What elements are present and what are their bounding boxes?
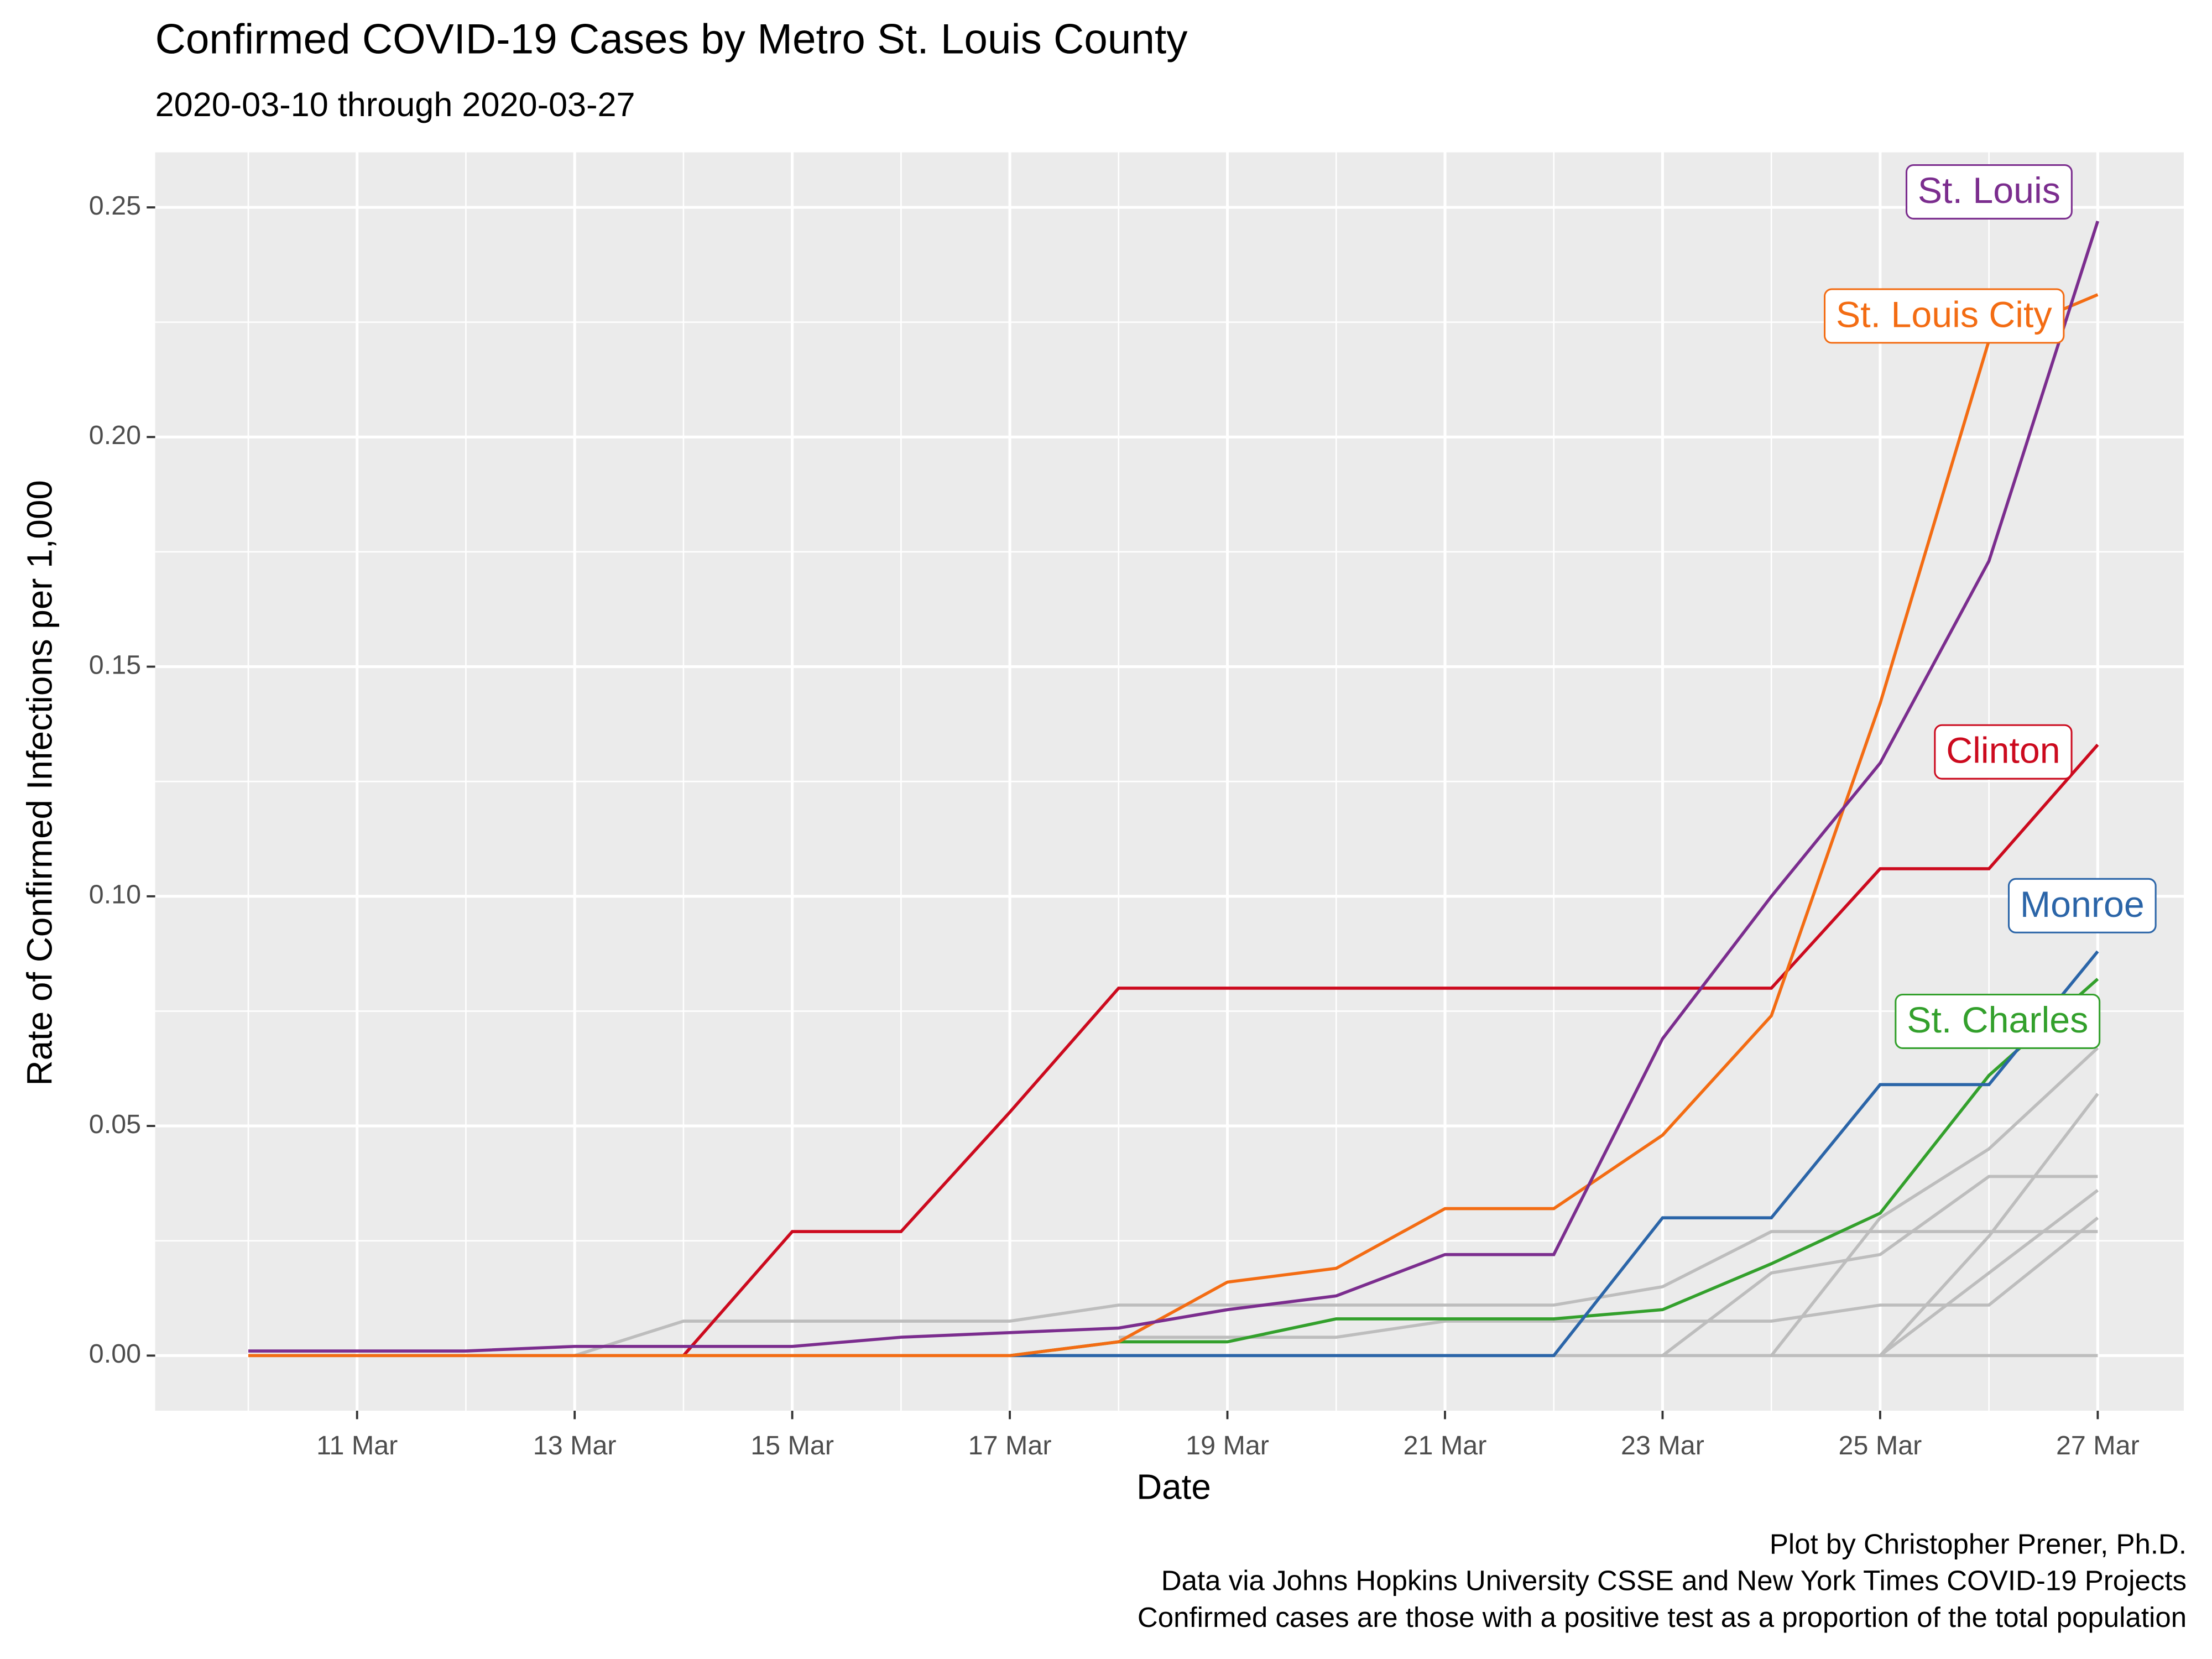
x-tick-label: 27 Mar (2056, 1431, 2140, 1460)
series-line (1009, 978, 2099, 1358)
x-tick-label: 11 Mar (316, 1431, 398, 1460)
series-label-box (1895, 993, 2101, 1049)
x-tick-label: 13 Mar (533, 1431, 617, 1460)
x-axis-label: Date (1136, 1467, 1211, 1507)
series-line (1010, 950, 2099, 1358)
caption: Confirmed cases are those with a positiv… (1138, 1601, 2187, 1633)
y-tick-label: 0.25 (89, 191, 141, 221)
chart-subtitle: 2020-03-10 through 2020-03-27 (155, 86, 635, 123)
series-label-box (1905, 164, 2073, 220)
series-label: Monroe (2020, 884, 2145, 925)
series-line (682, 743, 2099, 1357)
y-tick-label: 0.05 (89, 1109, 141, 1139)
series-line (1118, 1217, 2099, 1339)
y-axis-label: Rate of Confirmed Infections per 1,000 (19, 480, 59, 1086)
x-tick-label: 15 Mar (750, 1431, 834, 1460)
series-line (248, 293, 2099, 1358)
series-line (248, 221, 2100, 1353)
x-tick-label: 23 Mar (1621, 1431, 1704, 1460)
y-tick-label: 0.00 (89, 1339, 141, 1369)
series-label: St. Louis (1918, 170, 2060, 211)
series-line (1661, 1175, 2098, 1357)
series-line (1879, 1093, 2099, 1357)
x-tick-label: 17 Mar (968, 1431, 1052, 1460)
series-line (1770, 1046, 2099, 1357)
x-tick-label: 21 Mar (1404, 1431, 1487, 1460)
caption: Plot by Christopher Prener, Ph.D. (1770, 1528, 2187, 1559)
series-label-box (1824, 288, 2065, 344)
x-tick-label: 25 Mar (1839, 1431, 1922, 1460)
series-label: St. Charles (1907, 1000, 2088, 1041)
caption: Data via Johns Hopkins University CSSE a… (1161, 1565, 2187, 1597)
chart-title: Confirmed COVID-19 Cases by Metro St. Lo… (155, 16, 1188, 63)
x-tick-label: 19 Mar (1186, 1431, 1269, 1460)
series-line (1879, 1189, 2099, 1357)
series-label-box (1934, 724, 2073, 780)
y-tick-label: 0.20 (89, 420, 141, 450)
series-label: St. Louis City (1836, 294, 2052, 335)
y-tick-label: 0.15 (89, 650, 141, 680)
y-tick-label: 0.10 (89, 880, 141, 910)
series-label-box (2007, 878, 2157, 933)
series-label: Clinton (1946, 731, 2060, 771)
